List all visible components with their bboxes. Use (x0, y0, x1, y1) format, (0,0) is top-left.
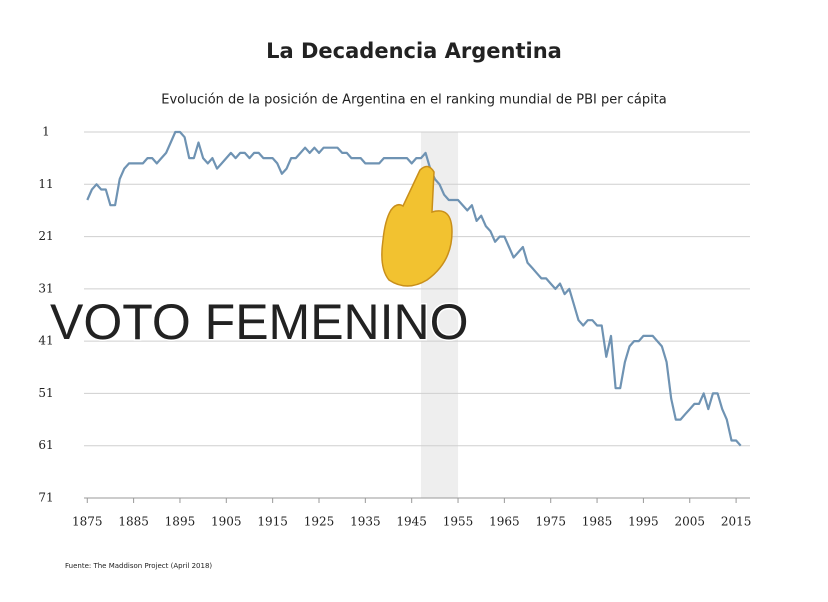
y-tick-label: 11 (38, 177, 53, 191)
x-tick-label: 1915 (257, 515, 288, 529)
x-tick-label: 1895 (165, 515, 196, 529)
data-line (86, 130, 742, 447)
x-tick-label: 1935 (350, 515, 381, 529)
y-tick-label: 1 (42, 125, 50, 139)
source-note: Fuente: The Maddison Project (April 2018… (65, 562, 212, 570)
x-tick-label: 1925 (304, 515, 335, 529)
x-tick-label: 1945 (396, 515, 427, 529)
x-tick-label: 1995 (628, 515, 659, 529)
x-tick-label: 2015 (721, 515, 752, 529)
y-tick-label: 41 (38, 334, 53, 348)
annotation: VOTO FEMENINO (50, 294, 469, 350)
x-tick-label: 1985 (582, 515, 613, 529)
x-tick-label: 1975 (535, 515, 566, 529)
x-tick-label: 2005 (674, 515, 705, 529)
x-tick-label: 1955 (443, 515, 474, 529)
y-tick-label: 71 (38, 491, 53, 505)
y-tick-label: 31 (38, 281, 53, 295)
x-tick-label: 1965 (489, 515, 520, 529)
x-tick-label: 1905 (211, 515, 242, 529)
x-tick-label: 1875 (72, 515, 103, 529)
pointing-hand (381, 165, 453, 287)
hand-shape (381, 165, 453, 287)
chart-title: La Decadencia Argentina (266, 39, 562, 63)
y-tick-label: 61 (38, 438, 53, 452)
x-tick-label: 1885 (118, 515, 149, 529)
y-tick-label: 21 (38, 229, 53, 243)
chart-subtitle: Evolución de la posición de Argentina en… (161, 93, 667, 108)
y-tick-label: 51 (38, 386, 53, 400)
